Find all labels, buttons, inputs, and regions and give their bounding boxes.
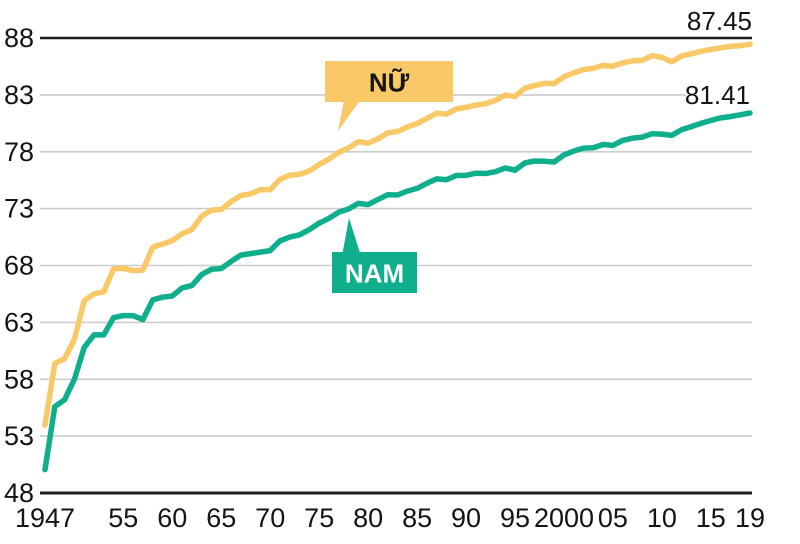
- x-tick-05: 05: [598, 503, 628, 533]
- male-callout-label: NAM: [345, 259, 404, 289]
- x-tick-19: 19: [735, 503, 765, 533]
- x-tick-90: 90: [451, 503, 481, 533]
- y-tick-58: 58: [4, 364, 34, 394]
- x-tick-60: 60: [157, 503, 187, 533]
- y-tick-48: 48: [4, 478, 34, 508]
- male-callout: NAM: [332, 218, 417, 293]
- male-end-value: 81.41: [685, 80, 750, 110]
- female-callout-label: NỮ: [369, 68, 410, 98]
- y-tick-73: 73: [4, 194, 34, 224]
- x-tick-95: 95: [500, 503, 530, 533]
- x-tick-1947: 1947: [15, 503, 75, 533]
- x-tick-80: 80: [353, 503, 383, 533]
- y-tick-63: 63: [4, 307, 34, 337]
- x-axis-labels: 1947 55 60 65 70 75 80 85 90 95 2000 05 10 15 19: [15, 503, 765, 533]
- female-line: [42, 41, 753, 428]
- male-line: [42, 110, 753, 473]
- x-tick-65: 65: [206, 503, 236, 533]
- female-end-value: 87.45: [687, 6, 752, 36]
- y-tick-78: 78: [4, 137, 34, 167]
- x-tick-75: 75: [304, 503, 334, 533]
- y-tick-53: 53: [4, 421, 34, 451]
- female-callout: NỮ: [325, 61, 453, 131]
- y-tick-88: 88: [4, 23, 34, 53]
- y-tick-68: 68: [4, 251, 34, 281]
- female-callout-tail: [338, 95, 364, 131]
- x-tick-2000: 2000: [534, 503, 594, 533]
- female-callout-box: [325, 61, 453, 102]
- male-end-value-backing: [686, 81, 752, 108]
- male-callout-box: [332, 252, 417, 293]
- male-callout-tail: [342, 218, 361, 256]
- x-tick-70: 70: [255, 503, 285, 533]
- y-axis-labels: 48 53 58 63 68 73 78 83 88: [4, 23, 34, 508]
- y-tick-83: 83: [4, 80, 34, 110]
- x-tick-15: 15: [696, 503, 726, 533]
- x-tick-55: 55: [108, 503, 138, 533]
- x-tick-10: 10: [647, 503, 677, 533]
- x-tick-85: 85: [402, 503, 432, 533]
